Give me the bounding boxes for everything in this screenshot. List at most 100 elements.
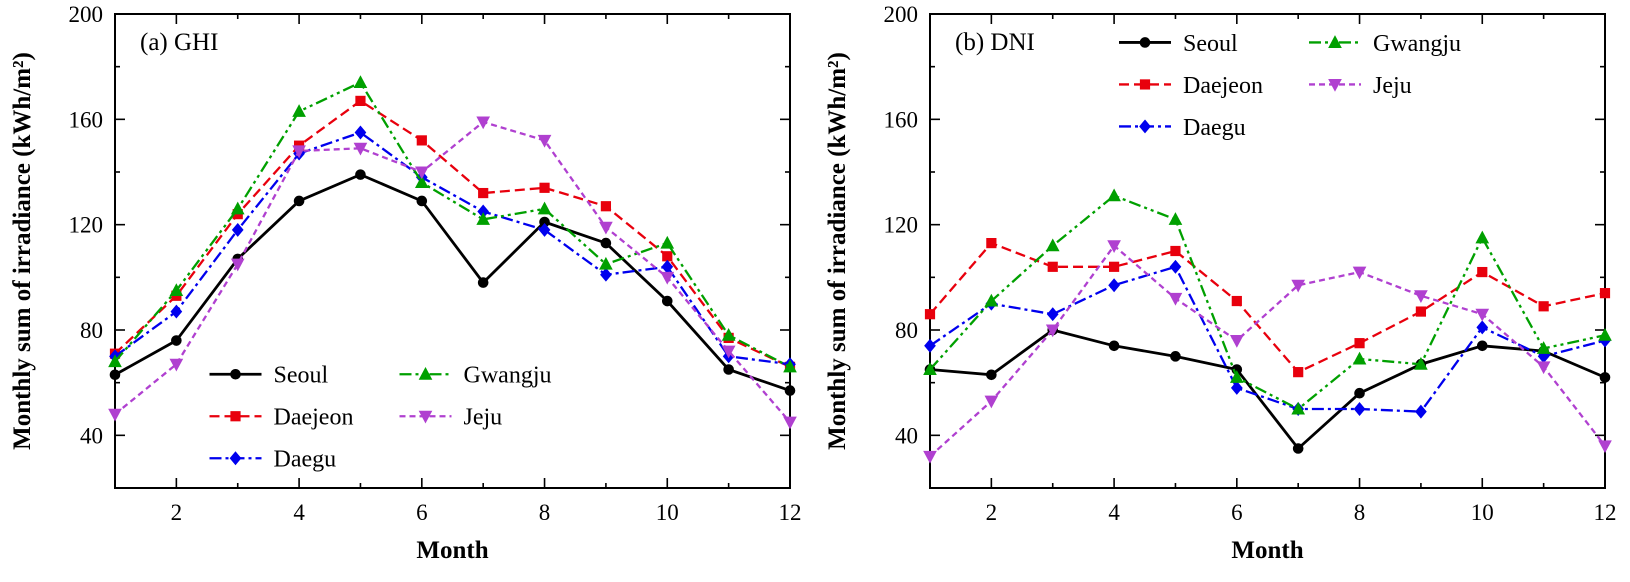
x-tick-label: 12: [779, 500, 802, 525]
data-point-daejeon: [1047, 261, 1058, 272]
x-axis-title: Month: [416, 537, 488, 564]
data-point-jeju: [721, 345, 736, 359]
y-tick-label: 40: [80, 423, 103, 448]
data-point-jeju: [169, 358, 184, 372]
data-point-gwangju: [353, 75, 368, 88]
data-point-seoul: [355, 169, 366, 180]
data-point-jeju: [1045, 324, 1060, 338]
data-point-seoul: [986, 369, 997, 381]
data-point-seoul: [109, 369, 121, 381]
data-point-daejeon: [924, 309, 936, 320]
data-point-gwangju: [537, 201, 552, 215]
y-tick-label: 80: [895, 318, 918, 343]
data-point-jeju: [476, 116, 491, 130]
data-point-seoul: [1292, 443, 1304, 454]
data-point-jeju: [1291, 279, 1306, 293]
data-point-gwangju: [1536, 341, 1551, 354]
data-point-gwangju: [721, 328, 736, 341]
legend-label-daejeon: Daejeon: [1183, 73, 1263, 99]
series-line-jeju: [929, 244, 1606, 458]
data-point-jeju: [292, 145, 306, 159]
data-point-seoul: [1170, 351, 1181, 362]
y-tick-label: 120: [884, 213, 919, 238]
x-tick-label: 8: [539, 500, 551, 525]
data-point-jeju: [1475, 308, 1490, 322]
series-line-daegu: [114, 131, 791, 366]
x-tick-label: 8: [1354, 500, 1366, 525]
legend-label-daegu: Daegu: [1183, 115, 1246, 141]
data-point-daegu: [538, 222, 551, 237]
data-point-seoul: [661, 295, 673, 307]
y-tick-label: 200: [69, 2, 104, 27]
series-line-gwangju: [929, 194, 1606, 411]
data-point-gwangju: [292, 104, 306, 117]
data-point-daegu: [600, 267, 612, 282]
data-point-seoul: [784, 385, 796, 396]
data-point-daegu: [1415, 404, 1427, 419]
data-point-daejeon: [1415, 306, 1427, 317]
data-point-daegu: [1353, 402, 1366, 416]
legend-label-gwangju: Gwangju: [1373, 31, 1461, 57]
legend-marker-gwangju: [1328, 35, 1342, 48]
data-point-daejeon: [1293, 367, 1304, 378]
data-point-gwangju: [1107, 188, 1121, 202]
data-point-gwangju: [984, 293, 999, 307]
series-line-daegu: [929, 265, 1606, 413]
legend-marker-jeju: [418, 410, 433, 424]
data-point-jeju: [1598, 440, 1612, 454]
data-point-gwangju: [230, 201, 245, 215]
legend-label-seoul: Seoul: [1183, 31, 1238, 57]
legend-marker-seoul: [230, 368, 241, 380]
legend-label-jeju: Jeju: [1373, 73, 1412, 99]
legend-marker-daegu: [1139, 119, 1151, 134]
legend-marker-seoul: [1139, 37, 1151, 48]
data-point-daejeon: [1108, 261, 1120, 272]
data-point-jeju: [108, 408, 122, 422]
data-point-seoul: [1599, 372, 1611, 383]
data-point-daejeon: [1354, 338, 1365, 349]
data-point-daegu: [354, 125, 367, 140]
y-tick-label: 40: [895, 423, 918, 448]
data-point-daejeon: [1170, 245, 1181, 257]
data-point-seoul: [416, 195, 428, 207]
data-point-daegu: [1169, 259, 1182, 274]
x-tick-label: 4: [293, 500, 305, 525]
series-line-daejeon: [114, 99, 791, 368]
y-tick-label: 80: [80, 318, 103, 343]
data-point-daejeon: [1538, 301, 1549, 312]
data-point-gwangju: [1045, 238, 1060, 252]
data-point-gwangju: [1229, 370, 1244, 383]
data-point-gwangju: [923, 362, 937, 375]
data-point-jeju: [353, 142, 368, 156]
data-point-daegu: [1046, 307, 1059, 322]
data-point-gwangju: [169, 283, 184, 296]
data-point-gwangju: [1598, 328, 1612, 341]
data-point-daejeon: [986, 238, 997, 249]
data-point-daegu: [231, 222, 244, 237]
data-point-daegu: [170, 304, 183, 319]
x-tick-label: 2: [986, 500, 998, 525]
data-point-daegu: [1230, 380, 1243, 395]
data-point-daejeon: [539, 182, 550, 193]
plot-frame: [929, 13, 1606, 489]
data-point-daejeon: [416, 135, 427, 146]
x-tick-label: 6: [416, 500, 428, 525]
data-point-gwangju: [476, 212, 491, 225]
y-axis-title: Monthly sum of irradiance (kWh/m²): [824, 52, 851, 450]
data-point-seoul: [171, 335, 182, 346]
series-line-gwangju: [114, 80, 791, 368]
data-point-gwangju: [1414, 356, 1428, 370]
legend-label-seoul: Seoul: [274, 363, 329, 389]
data-point-jeju: [1536, 361, 1551, 375]
data-point-daegu: [1108, 278, 1120, 293]
data-point-gwangju: [1291, 401, 1306, 415]
data-point-jeju: [923, 450, 937, 464]
data-point-jeju: [230, 258, 245, 272]
panel-label: (a) GHI: [140, 29, 218, 56]
legend-marker-daegu: [229, 451, 242, 466]
data-point-seoul: [600, 237, 612, 249]
data-point-jeju: [1107, 240, 1121, 253]
legend-marker-jeju: [1328, 78, 1342, 92]
data-point-daejeon: [662, 251, 673, 262]
